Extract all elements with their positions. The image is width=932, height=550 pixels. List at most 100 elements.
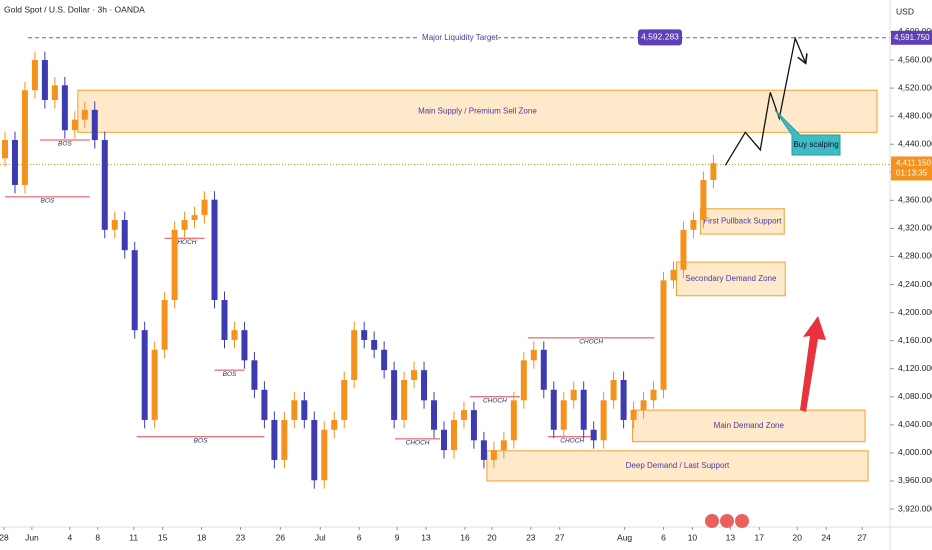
y-tick-label: 4,000.000: [898, 447, 932, 457]
candle-body: [431, 400, 438, 430]
y-tick-label: 4,360.000: [898, 195, 932, 205]
up-arrow: [800, 316, 826, 412]
candle-body: [61, 85, 68, 131]
candle-body: [341, 379, 348, 420]
target-tag-label: 4,592.283: [641, 32, 679, 42]
x-tick-label: Aug: [617, 532, 632, 542]
x-tick-label: 8: [95, 532, 100, 542]
level-label: CHOCH: [579, 339, 603, 346]
candle-body: [301, 400, 308, 420]
level-label: BOS: [58, 141, 72, 148]
x-tick-label: 6: [357, 532, 362, 542]
y-tick-label: 4,160.000: [898, 335, 932, 345]
y-tick-label: 4,480.000: [898, 110, 932, 120]
candle-body: [490, 450, 497, 460]
candle-body: [121, 220, 128, 251]
zone-label: First Pullback Support: [703, 217, 782, 226]
x-tick-label: 28: [0, 532, 9, 542]
candle-body: [460, 410, 467, 420]
candle-body: [351, 330, 358, 380]
level-label: BOS: [223, 371, 237, 378]
x-tick-label: 10: [688, 532, 698, 542]
candle-body: [570, 389, 577, 401]
target-axis-tag: [891, 30, 932, 45]
candle-body: [71, 119, 78, 131]
zone: [77, 89, 878, 133]
target-name: Major Liquidity Target: [422, 33, 499, 42]
candle-body: [371, 339, 378, 350]
candle-body: [590, 429, 597, 441]
x-tick-label: Jun: [25, 532, 39, 542]
level-label: BOS: [194, 438, 208, 445]
candle-body: [391, 370, 398, 420]
y-tick-label: 4,280.000: [898, 251, 932, 261]
candle-body: [421, 370, 428, 401]
candle-body: [630, 410, 637, 420]
y-tick-label: 4,320.000: [898, 223, 932, 233]
candle-body: [261, 389, 268, 420]
x-tick-label: 6: [661, 532, 666, 542]
candle-body: [271, 419, 278, 460]
chart-title: Gold Spot / U.S. Dollar · 3h · OANDA: [4, 4, 145, 14]
plot-area: Main Supply / Premium Sell Zone First Pul…: [0, 29, 890, 489]
countdown-label: 01:13:35: [896, 169, 928, 178]
y-tick-label: 3,920.000: [898, 503, 932, 513]
candle-body: [580, 389, 587, 430]
zone-label: Secondary Demand Zone: [685, 274, 777, 283]
candle-body: [670, 269, 677, 281]
candle-body: [1, 140, 8, 159]
candle-body: [111, 220, 118, 230]
y-tick-label: 3,960.000: [898, 475, 932, 485]
x-tick-label: 18: [197, 532, 207, 542]
x-tick-label: 24: [821, 532, 831, 542]
candle-body: [281, 419, 288, 460]
candle-body: [151, 349, 158, 420]
callout-label: Buy scalping: [793, 140, 838, 149]
y-tick-label: 4,560.000: [898, 54, 932, 64]
last-price-label: 4,411.150: [896, 159, 932, 168]
candle-body: [401, 379, 408, 420]
x-tick-label: 16: [460, 532, 470, 542]
x-tick-label: 11: [129, 532, 138, 542]
level-label: CHOCH: [173, 239, 197, 246]
x-tick-label: Jul: [315, 532, 326, 542]
toolbar-icons: [705, 514, 749, 528]
y-tick-label: 4,040.000: [898, 419, 932, 429]
candle-body: [131, 250, 138, 331]
target-label-bg: [418, 31, 498, 44]
candle-body: [161, 299, 168, 350]
candle-body: [191, 215, 198, 221]
candle-body: [640, 400, 647, 411]
candle-body: [251, 360, 258, 390]
y-tick-label: 4,200.000: [898, 307, 932, 317]
candle-body: [620, 379, 627, 420]
y-tick-label: 4,520.000: [898, 82, 932, 92]
currency-label: USD: [896, 6, 914, 16]
candle-body: [500, 440, 507, 451]
candle-body: [81, 109, 88, 120]
candle-body: [321, 429, 328, 481]
x-tick-label: 17: [755, 532, 765, 542]
y-tick-label: 4,240.000: [898, 279, 932, 289]
level-label: CHOCH: [406, 440, 430, 447]
candle-body: [311, 419, 318, 481]
candle-body: [700, 180, 707, 221]
candle-body: [540, 349, 547, 390]
target-axis-label: 4,591.750: [894, 33, 930, 42]
x-tick-label: 23: [236, 532, 246, 542]
x-tick-label: 4: [67, 532, 72, 542]
candle-body: [31, 60, 38, 91]
candle-body: [141, 330, 148, 420]
candle-body: [231, 330, 238, 340]
zone: [675, 261, 786, 297]
candle-body: [41, 60, 48, 101]
candle-body: [690, 220, 697, 230]
level-label: CHOCH: [483, 398, 507, 405]
candle-body: [91, 109, 98, 141]
candle-body: [211, 199, 218, 300]
candle-body: [11, 140, 18, 185]
zone-label: Main Supply / Premium Sell Zone: [418, 106, 537, 115]
candle-body: [510, 400, 517, 441]
zone: [632, 409, 866, 443]
